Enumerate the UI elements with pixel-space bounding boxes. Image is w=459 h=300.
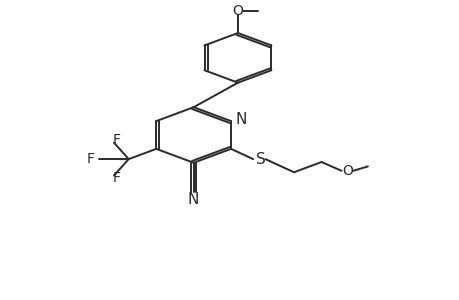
Text: N: N [188,192,199,207]
Text: F: F [112,133,120,147]
Text: F: F [87,152,95,166]
Text: S: S [255,152,265,166]
Text: N: N [235,112,246,127]
Text: F: F [112,171,120,185]
Text: O: O [232,4,243,18]
Text: O: O [341,164,352,178]
